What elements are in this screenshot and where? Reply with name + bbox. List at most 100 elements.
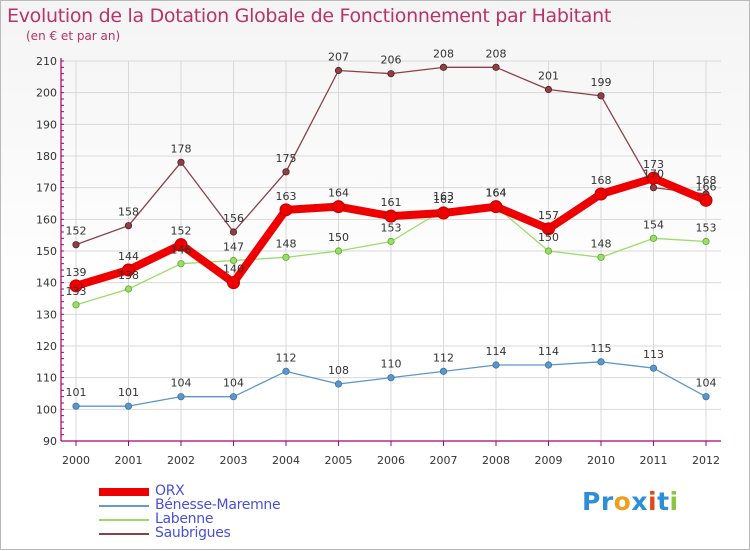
series-lines (69, 63, 713, 410)
data-label-benesse-maremne: 114 (538, 345, 559, 358)
x-tick-label: 2006 (377, 454, 405, 467)
data-point-saubrigues (439, 63, 448, 71)
x-tick-label: 2000 (62, 454, 90, 467)
data-label-saubrigues: 206 (381, 54, 402, 67)
data-label-orx: 140 (223, 263, 244, 276)
data-label-orx: 152 (171, 225, 192, 238)
data-label-orx: 164 (328, 187, 349, 200)
data-point-orx (227, 276, 240, 290)
data-label-benesse-maremne: 112 (276, 351, 297, 364)
data-label-labenne: 153 (381, 222, 402, 235)
data-label-labenne: 138 (118, 269, 139, 282)
data-label-saubrigues: 156 (223, 212, 244, 225)
x-tick-label: 2011 (640, 454, 668, 467)
legend-label-labenne: Labenne (155, 511, 214, 527)
data-label-saubrigues: 175 (276, 152, 297, 165)
logo-letter: r (600, 487, 614, 516)
data-point-orx (699, 193, 713, 207)
logo-letter: t (657, 487, 670, 516)
data-point-labenne (229, 256, 238, 265)
data-point-orx (69, 279, 83, 293)
y-tick-label: 210 (36, 55, 57, 68)
data-label-labenne: 146 (171, 244, 192, 257)
data-point-saubrigues (177, 158, 185, 166)
chart-subtitle: (en € et par an) (26, 29, 121, 43)
series-orx (69, 171, 713, 293)
data-label-labenne: 150 (328, 231, 349, 244)
y-tick-label: 140 (36, 277, 57, 290)
axes: 90 100 110 120 130 140 150 160 170 180 190 200 210 20… (36, 55, 721, 467)
data-label-benesse-maremne: 108 (328, 364, 349, 377)
data-point-labenne (72, 301, 80, 309)
data-point-saubrigues (334, 66, 343, 75)
data-label-saubrigues: 207 (328, 51, 349, 64)
data-point-benesse-maremne (492, 361, 500, 369)
x-tick-label: 2007 (430, 454, 458, 467)
data-label-orx: 157 (538, 209, 559, 222)
legend-swatch-benesse-maremne (99, 505, 149, 507)
data-point-saubrigues (597, 92, 605, 100)
x-tick-label: 2010 (587, 454, 615, 467)
data-point-orx (542, 222, 555, 236)
y-tick-label: 130 (36, 308, 57, 321)
data-label-saubrigues: 158 (118, 206, 139, 219)
data-label-orx: 168 (591, 174, 612, 187)
series-saubrigues (72, 63, 710, 249)
x-tick-label: 2012 (692, 454, 720, 467)
y-tick-label: 180 (36, 150, 57, 163)
data-label-saubrigues: 152 (66, 225, 87, 238)
series-benesse-maremne (72, 358, 710, 410)
data-point-benesse-maremne (334, 380, 343, 388)
data-label-saubrigues: 208 (486, 47, 507, 60)
data-label-orx: 164 (486, 187, 507, 200)
data-label-labenne: 150 (538, 231, 559, 244)
data-label-benesse-maremne: 104 (171, 377, 192, 390)
data-point-orx (279, 203, 293, 217)
data-point-saubrigues (124, 222, 133, 230)
data-point-labenne (544, 247, 553, 255)
logo-letter: i (669, 487, 679, 516)
data-point-orx (122, 263, 135, 277)
legend-label-benesse-maremne: Bénesse-Maremne (155, 497, 281, 513)
legend-swatch-orx (99, 488, 149, 496)
data-label-benesse-maremne: 101 (66, 386, 87, 399)
data-point-labenne (177, 260, 185, 268)
data-label-orx: 139 (66, 266, 87, 279)
data-point-benesse-maremne (72, 402, 80, 410)
data-label-orx: 166 (696, 180, 717, 193)
data-label-benesse-maremne: 104 (696, 377, 717, 390)
data-labels: 101 101 104 104 112 108 110 112 114 114 115 113 104 1… (66, 47, 717, 399)
logo-letter: P (582, 487, 601, 516)
logo-letter: o (613, 487, 632, 516)
data-point-benesse-maremne (439, 367, 448, 375)
data-label-benesse-maremne: 115 (591, 342, 612, 355)
data-point-benesse-maremne (597, 358, 605, 366)
data-label-orx: 161 (381, 196, 402, 209)
data-label-orx: 162 (433, 193, 454, 206)
data-point-labenne (334, 247, 343, 255)
data-label-benesse-maremne: 110 (381, 358, 402, 371)
x-tick-label: 2002 (167, 454, 195, 467)
data-label-orx: 173 (643, 158, 664, 171)
data-point-orx (384, 209, 398, 223)
y-tick-label: 110 (36, 372, 57, 385)
data-point-benesse-maremne (544, 361, 553, 369)
chart-title: Evolution de la Dotation Globale de Fonc… (7, 5, 612, 27)
y-tick-label: 150 (36, 245, 57, 258)
data-point-benesse-maremne (229, 393, 238, 401)
data-point-labenne (387, 237, 395, 246)
data-point-benesse-maremne (282, 367, 290, 375)
data-label-labenne: 153 (696, 222, 717, 235)
data-label-benesse-maremne: 101 (118, 386, 139, 399)
data-point-labenne (597, 253, 605, 261)
data-label-benesse-maremne: 112 (433, 351, 454, 364)
data-label-labenne: 133 (66, 285, 87, 298)
data-point-orx (594, 187, 608, 201)
data-label-labenne: 147 (223, 241, 244, 254)
proxiti-logo: Proxiti (582, 487, 679, 516)
y-tick-label: 170 (36, 182, 57, 195)
data-point-orx (647, 171, 660, 185)
data-label-saubrigues: 168 (696, 174, 717, 187)
